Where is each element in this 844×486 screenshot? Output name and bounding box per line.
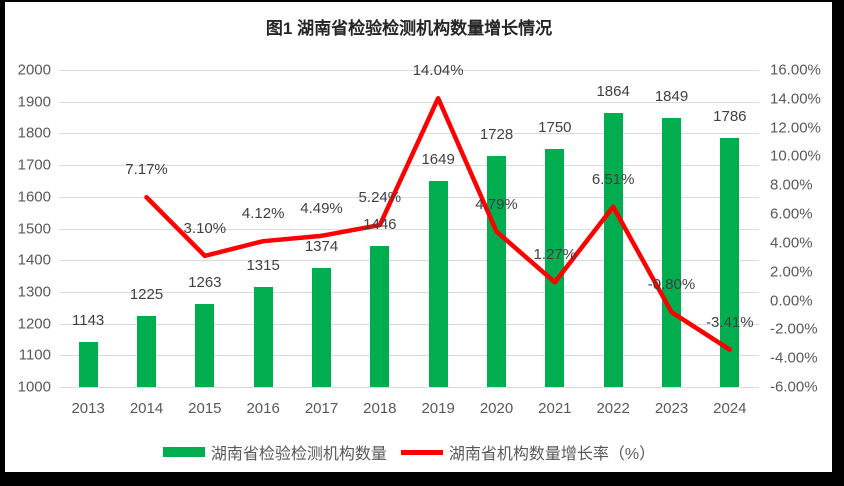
left-axis-tick-label: 1200 — [17, 315, 51, 333]
rate-value-label: 1.27% — [533, 246, 577, 264]
right-axis-tick-label: 4.00% — [770, 234, 813, 252]
legend-label: 湖南省机构数量增长率（%） — [448, 446, 656, 463]
bar-value-label: 1263 — [188, 273, 222, 291]
left-axis-tick-label: 1000 — [17, 378, 51, 396]
x-axis-tick-label: 2023 — [654, 400, 689, 417]
bar-value-label: 1849 — [654, 87, 689, 105]
right-axis-tick-label: 0.00% — [770, 292, 813, 310]
bar-2016 — [253, 287, 273, 387]
bar-value-label: 1786 — [713, 107, 747, 125]
right-axis-tick-label: -2.00% — [770, 320, 818, 338]
x-axis-tick-label: 2020 — [479, 400, 514, 417]
left-axis-tick-label: 1100 — [18, 346, 51, 364]
gridline — [59, 101, 759, 103]
gridline — [59, 291, 759, 293]
bar-value-label: 1750 — [538, 119, 572, 137]
bar-value-label: 1446 — [363, 215, 397, 233]
right-axis-tick-label: -4.00% — [770, 349, 818, 367]
rate-value-label: 14.04% — [412, 62, 464, 80]
left-axis-tick-label: 1700 — [17, 156, 51, 174]
bar-value-label: 1315 — [246, 257, 280, 275]
gridline — [59, 387, 759, 388]
left-axis-tick-label: 1500 — [17, 220, 51, 237]
left-axis-tick-label: 1300 — [17, 283, 51, 301]
gridline — [59, 323, 759, 325]
right-axis-tick-label: 12.00% — [770, 119, 821, 137]
gridline — [59, 355, 759, 357]
bar-2015 — [195, 303, 215, 387]
bar-value-label: 1728 — [479, 126, 514, 144]
right-axis-tick-label: 8.00% — [770, 176, 813, 194]
x-axis-tick-label: 2024 — [713, 400, 747, 417]
bar-value-label: 1374 — [304, 238, 339, 256]
legend-item-line: 湖南省机构数量增长率（%） — [400, 440, 656, 464]
legend: 湖南省检验检测机构数量 湖南省机构数量增长率（%） — [59, 440, 759, 464]
right-axis-tick-label: 16.00% — [770, 61, 821, 79]
plot-area: 1143 1225 1263 1315 1374 1446 1649 1728 1750 1864… — [59, 63, 759, 388]
line-swatch-icon — [400, 449, 443, 455]
gridline — [59, 260, 759, 262]
x-axis-tick-label: 2016 — [246, 400, 280, 417]
chart-panel: 图1 湖南省检验检测机构数量增长情况 2000 1900 1800 1700 1600 1… — [5, 2, 832, 472]
bar-2014 — [137, 315, 156, 387]
rate-value-label: 5.24% — [358, 189, 402, 207]
x-axis-tick-label: 2021 — [538, 400, 572, 417]
gridline — [59, 70, 759, 71]
rate-value-label: 6.51% — [591, 170, 635, 188]
left-axis-tick-label: 1800 — [17, 124, 51, 142]
left-value-axis: 2000 1900 1800 1700 1600 1500 1400 1300 1200 1100… — [5, 62, 51, 396]
rate-value-label: 3.10% — [183, 219, 227, 237]
right-axis-tick-label: 6.00% — [770, 205, 813, 223]
bar-2020 — [487, 156, 506, 387]
right-percent-axis: 16.00% 14.00% 12.00% 10.00% 8.00% 6.00% 4.00% 2… — [770, 62, 832, 396]
bar-2021 — [545, 149, 565, 387]
right-axis-tick-label: 14.00% — [770, 90, 821, 108]
x-axis-tick-label: 2017 — [304, 400, 339, 417]
rate-value-label: -3.41% — [706, 313, 754, 331]
x-axis-tick-label: 2019 — [421, 400, 455, 417]
bar-2024 — [720, 137, 740, 387]
rate-value-label: 4.49% — [300, 199, 343, 217]
bar-2013 — [78, 341, 98, 387]
rate-value-label: 4.12% — [241, 205, 285, 223]
x-axis-tick-label: 2015 — [188, 400, 222, 417]
growth-rate-line — [144, 95, 733, 352]
rate-value-label: 4.79% — [475, 195, 518, 213]
left-axis-tick-label: 2000 — [17, 61, 51, 79]
x-axis-tick-label: 2013 — [71, 400, 105, 417]
bar-value-label: 1649 — [421, 151, 455, 169]
bar-2022 — [603, 113, 623, 387]
bar-2017 — [312, 268, 331, 387]
legend-item-bar: 湖南省检验检测机构数量 — [162, 440, 387, 464]
bar-swatch-icon — [162, 447, 205, 457]
line-series — [144, 95, 733, 352]
x-axis-tick-label: 2018 — [363, 400, 397, 417]
bar-value-label: 1225 — [129, 285, 164, 303]
bar-value-label: 1143 — [72, 311, 105, 329]
chart-title: 图1 湖南省检验检测机构数量增长情况 — [265, 19, 553, 38]
left-axis-tick-label: 1900 — [17, 93, 51, 111]
gridline — [59, 196, 759, 198]
bar-2018 — [370, 245, 390, 387]
left-axis-tick-label: 1600 — [17, 188, 51, 206]
legend-label: 湖南省检验检测机构数量 — [210, 446, 387, 463]
right-axis-tick-label: -6.00% — [770, 378, 818, 396]
x-axis-tick-label: 2022 — [596, 400, 630, 417]
rate-value-label: 7.17% — [125, 161, 168, 179]
left-axis-tick-label: 1400 — [17, 251, 51, 269]
bar-2023 — [662, 117, 681, 387]
x-axis-tick-label: 2014 — [129, 400, 164, 417]
gridline — [59, 228, 759, 230]
gridline — [59, 133, 759, 135]
right-axis-tick-label: 10.00% — [770, 147, 821, 165]
bar-2019 — [428, 181, 448, 387]
rate-value-label: -0.80% — [647, 276, 696, 294]
bar-value-label: 1864 — [596, 83, 630, 101]
category-axis: 2013 2014 2015 2016 2017 2018 2019 2020 2021 2022… — [59, 400, 759, 420]
right-axis-tick-label: 2.00% — [770, 263, 813, 281]
